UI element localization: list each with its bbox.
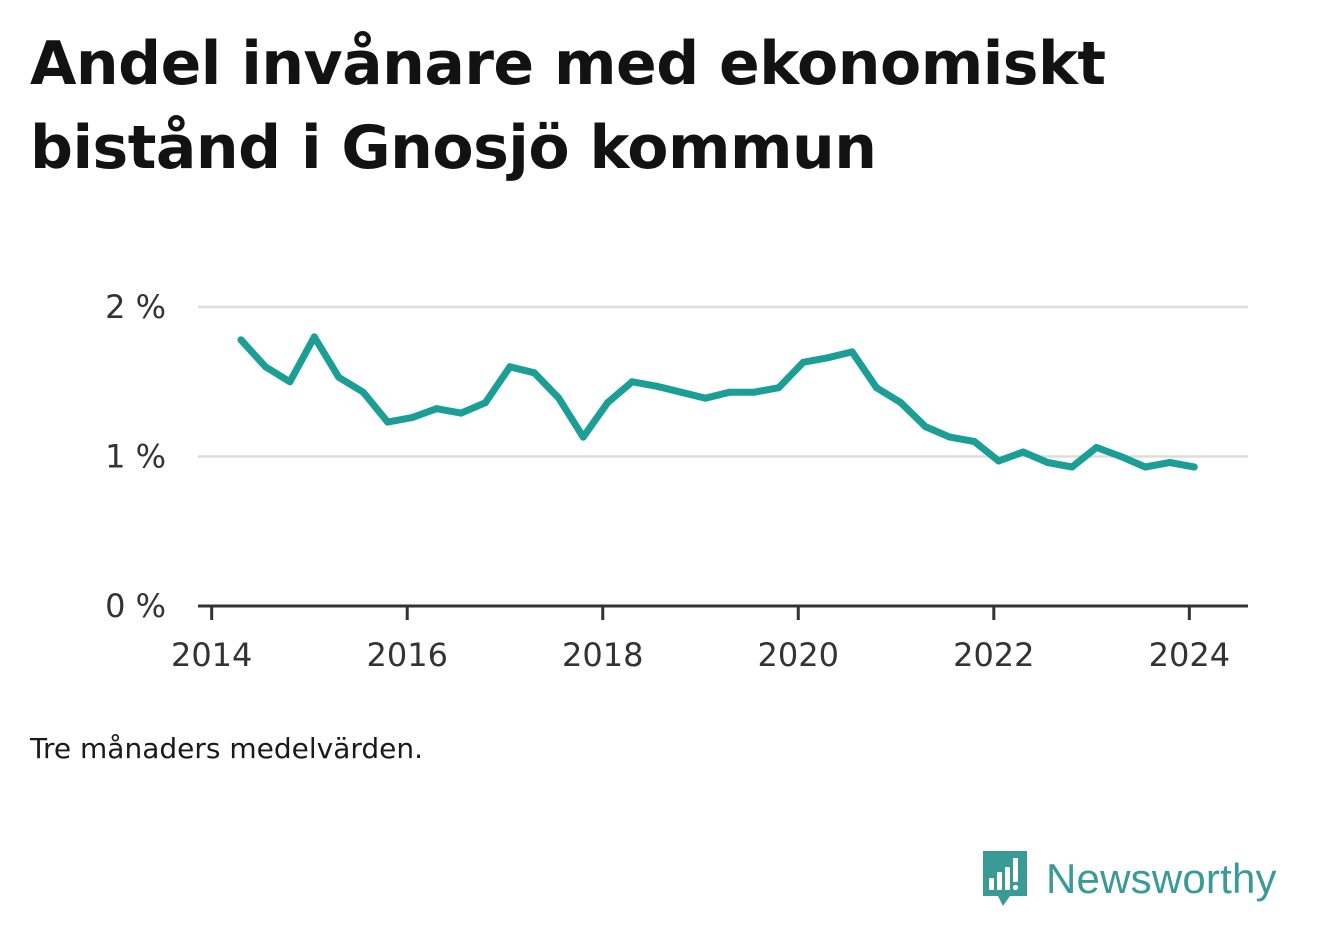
data-point <box>1166 458 1174 466</box>
data-point <box>824 354 832 362</box>
series-line-0 <box>237 333 1198 471</box>
data-point <box>261 363 269 371</box>
data-point <box>384 418 392 426</box>
x-tick-label: 2022 <box>953 636 1034 674</box>
brand-name: Newsworthy <box>1046 855 1277 902</box>
y-tick-label: 1 % <box>105 438 166 476</box>
newsworthy-logo-icon <box>983 851 1027 906</box>
data-point <box>481 399 489 407</box>
y-tick-label: 0 % <box>105 587 166 625</box>
x-tick-label: 2020 <box>758 636 839 674</box>
data-point <box>1141 463 1149 471</box>
brand-logo[interactable]: Newsworthy <box>980 848 1277 910</box>
data-point <box>946 433 954 441</box>
data-point <box>1092 444 1100 452</box>
series-layer <box>237 333 1198 471</box>
data-point <box>921 423 929 431</box>
data-point <box>750 388 758 396</box>
data-point <box>701 394 709 402</box>
data-point <box>237 336 245 344</box>
data-point <box>310 333 318 341</box>
data-point <box>335 373 343 381</box>
x-axis: 2014 2016 2018 2020 2022 2024 <box>171 604 1248 674</box>
data-point <box>677 388 685 396</box>
data-point <box>970 438 978 446</box>
x-tick-label: 2016 <box>366 636 447 674</box>
x-tick-label: 2024 <box>1149 636 1230 674</box>
data-point <box>1117 453 1125 460</box>
data-point <box>555 394 563 402</box>
data-point <box>1190 463 1198 471</box>
data-point <box>1068 463 1076 471</box>
gridlines <box>198 305 1248 458</box>
x-tick-label: 2018 <box>562 636 643 674</box>
data-point <box>408 414 416 422</box>
data-point <box>628 378 636 386</box>
data-point <box>872 384 880 392</box>
x-tick-label: 2014 <box>171 636 252 674</box>
data-point <box>604 399 612 407</box>
y-axis-labels: 0 % 1 % 2 % <box>105 288 166 625</box>
data-point <box>995 457 1003 465</box>
data-point <box>799 358 807 366</box>
data-point <box>897 399 905 407</box>
data-point <box>530 369 538 377</box>
data-point <box>726 388 734 396</box>
data-point <box>775 384 783 392</box>
chart-note: Tre månaders medelvärden. <box>30 732 424 765</box>
data-point <box>579 433 587 441</box>
data-point <box>457 409 465 417</box>
data-point <box>433 405 441 413</box>
data-point <box>359 388 367 396</box>
data-point <box>506 363 514 371</box>
data-point <box>653 382 661 390</box>
data-point <box>848 348 856 356</box>
data-point <box>1019 448 1027 456</box>
chart-title: Andel invånare med ekonomiskt bistånd i … <box>30 29 1106 183</box>
data-point <box>1044 458 1052 466</box>
data-point <box>286 378 294 386</box>
y-tick-label: 2 % <box>105 288 166 326</box>
